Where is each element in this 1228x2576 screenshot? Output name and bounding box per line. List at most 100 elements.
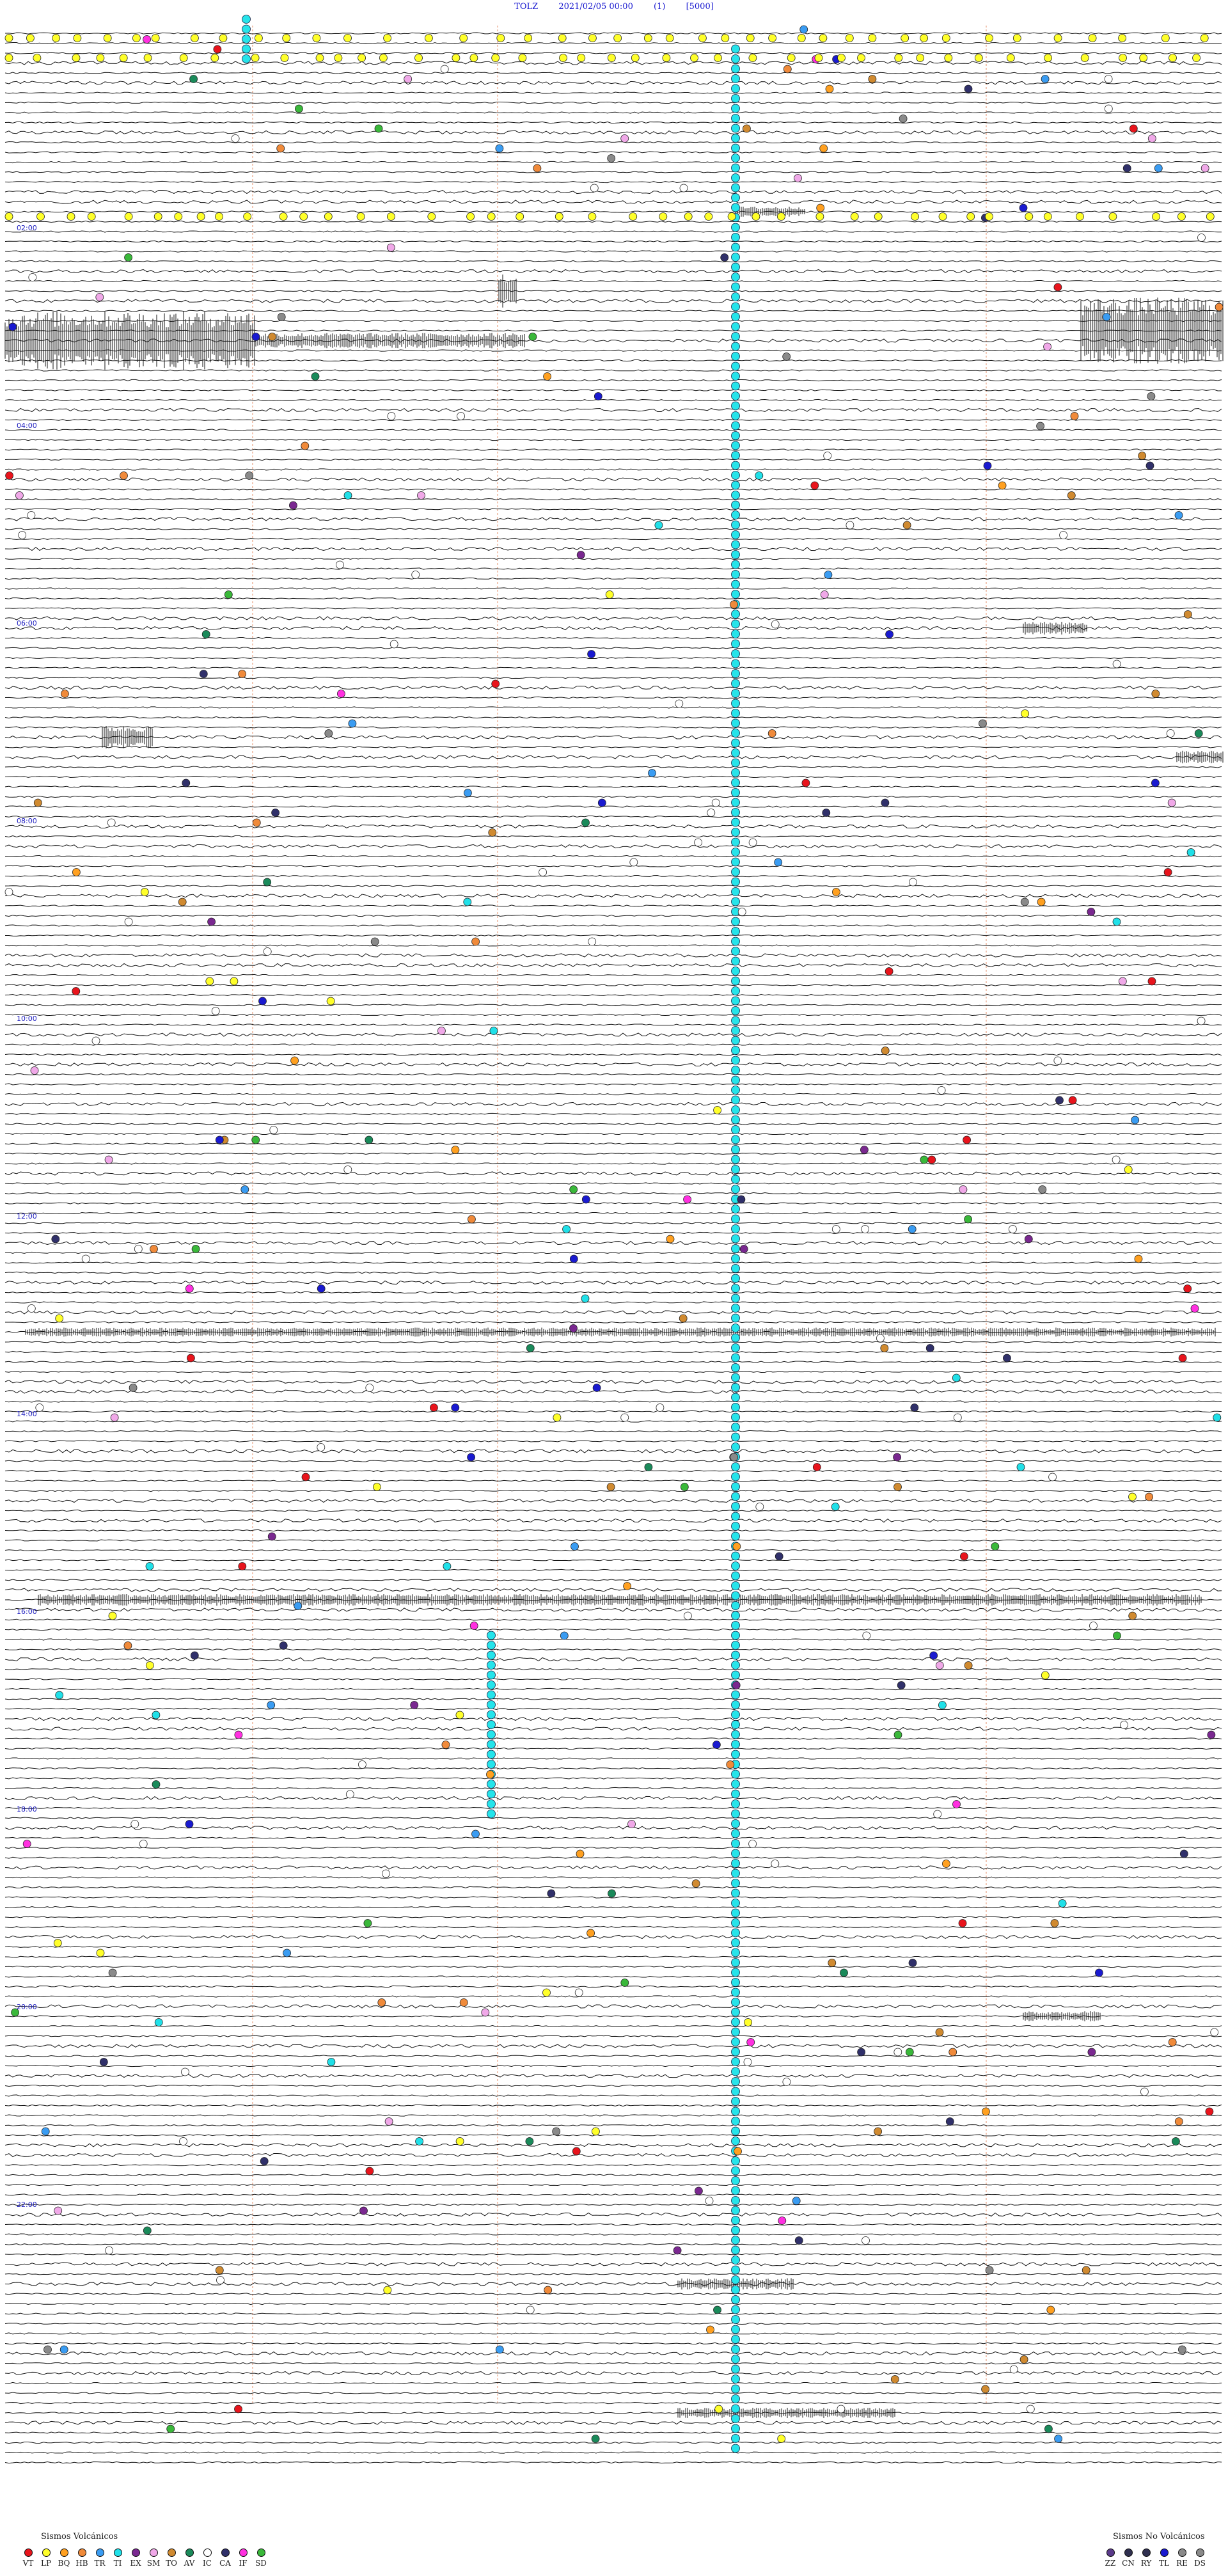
tremor-marker-col-b <box>731 1006 740 1015</box>
event-marker <box>960 1552 968 1561</box>
event-marker <box>910 1403 919 1412</box>
event-marker <box>592 2127 600 2136</box>
tremor-marker-col-b <box>731 867 740 876</box>
event-marker-lp <box>4 34 13 42</box>
trace-row-142 <box>4 1440 1222 1442</box>
trace-row-212 <box>4 2134 1222 2137</box>
trace-layer <box>4 26 1224 2464</box>
trace-row-210 <box>4 2114 1222 2117</box>
event-marker <box>1131 1116 1140 1125</box>
event-marker <box>1147 977 1156 986</box>
tremor-marker-col-c <box>487 1661 496 1670</box>
event-marker <box>1020 897 1029 906</box>
event-marker <box>553 1413 562 1422</box>
trace-row-225 <box>4 2262 1222 2266</box>
event-marker <box>99 2058 108 2066</box>
trace-row-244 <box>4 2451 1222 2454</box>
helicorder-plot: 02:00 04:00 06:00 08:00 10:00 12:00 14:00 16:00… <box>4 15 1224 2464</box>
trace-row-13 <box>4 161 1222 164</box>
trace-row-238 <box>4 2392 1222 2394</box>
tremor-marker-col-b <box>731 1998 740 2007</box>
event-marker <box>1183 1284 1192 1293</box>
event-marker-lp <box>714 54 722 62</box>
trace-row-79 <box>4 815 1222 818</box>
event-marker <box>1178 2345 1186 2354</box>
event-marker <box>51 1235 60 1244</box>
event-marker <box>881 1047 890 1055</box>
event-marker <box>876 1334 885 1343</box>
tremor-marker-col-b <box>731 1205 740 1213</box>
strong-signal-burst-2 <box>1080 297 1224 364</box>
event-marker <box>569 1254 578 1263</box>
trace-row-12 <box>4 151 1222 154</box>
tremor-marker-col-c <box>487 1680 496 1689</box>
legend-nonvolcanic-code: RE <box>1176 2559 1188 2568</box>
event-marker <box>15 491 24 500</box>
tremor-marker-col-b <box>731 322 740 331</box>
event-marker <box>224 590 233 599</box>
event-marker <box>893 1453 901 1462</box>
legend-volcanic-swatch <box>42 2548 51 2557</box>
trace-row-177 <box>4 1787 1222 1790</box>
hour-label: 12:00 <box>17 1212 37 1221</box>
event-marker <box>41 2127 50 2136</box>
event-marker <box>190 1651 199 1660</box>
tremor-marker-col-b <box>731 1403 740 1412</box>
tremor-marker-col-b <box>731 1690 740 1700</box>
tremor-marker-col-b <box>731 104 740 113</box>
event-marker-lp <box>1053 34 1062 42</box>
trace-row-57 <box>4 597 1222 600</box>
tremor-marker-col-b <box>731 877 740 887</box>
legend-nonvolcanic-item: CN <box>1119 2548 1137 2568</box>
tremor-marker-col-b <box>731 2315 740 2324</box>
trace-row-127 <box>4 1291 1222 1294</box>
event-marker <box>832 888 840 896</box>
event-marker-lp <box>559 54 567 62</box>
event-marker <box>743 124 751 133</box>
event-marker <box>1112 1155 1121 1164</box>
trace-row-117 <box>4 1192 1222 1195</box>
tremor-marker-col-b <box>731 1442 740 1451</box>
tremor-marker-col-b <box>731 649 740 658</box>
tremor-marker-col-b <box>731 1641 740 1650</box>
event-marker <box>199 670 208 678</box>
tremor-marker-col-b <box>731 550 740 559</box>
event-marker <box>1174 511 1183 519</box>
trace-row-180 <box>4 1817 1222 1819</box>
tremor-marker-col-b <box>731 123 740 133</box>
tremor-marker-col-c <box>487 1670 496 1680</box>
legend-nonvolcanic-swatch <box>1160 2548 1169 2557</box>
tremor-marker-col-b <box>731 2275 740 2284</box>
tremor-marker-col-b <box>731 1412 740 1422</box>
tremor-marker-col-b <box>731 629 740 638</box>
trace-row-143 <box>4 1449 1222 1453</box>
event-marker <box>953 1413 962 1422</box>
tremor-marker-col-b <box>731 1274 740 1283</box>
event-marker <box>778 2216 787 2225</box>
event-marker <box>623 1582 631 1590</box>
event-marker <box>732 1681 741 1689</box>
event-marker <box>28 273 37 281</box>
trace-row-134 <box>4 1361 1222 1363</box>
event-marker-lp <box>837 54 846 62</box>
event-marker <box>1036 422 1044 431</box>
event-marker <box>656 1403 665 1412</box>
event-marker-lp <box>67 212 75 221</box>
trace-row-178 <box>4 1796 1222 1801</box>
event-marker <box>644 1463 653 1471</box>
event-marker-lp <box>659 212 668 221</box>
event-marker <box>294 104 303 113</box>
trace-row-146 <box>4 1480 1222 1482</box>
event-marker <box>417 491 425 500</box>
trace-row-202 <box>4 2035 1222 2037</box>
event-marker <box>627 1820 636 1828</box>
event-marker <box>185 1284 194 1293</box>
event-marker-lp <box>282 34 291 42</box>
trace-row-103 <box>4 1053 1222 1056</box>
tremor-marker-col-b <box>731 1214 740 1224</box>
tremor-marker-col-b <box>731 1769 740 1779</box>
event-marker <box>819 144 828 153</box>
trace-row-112 <box>4 1142 1222 1145</box>
event-marker <box>1215 303 1224 312</box>
event-marker-lp <box>518 54 527 62</box>
